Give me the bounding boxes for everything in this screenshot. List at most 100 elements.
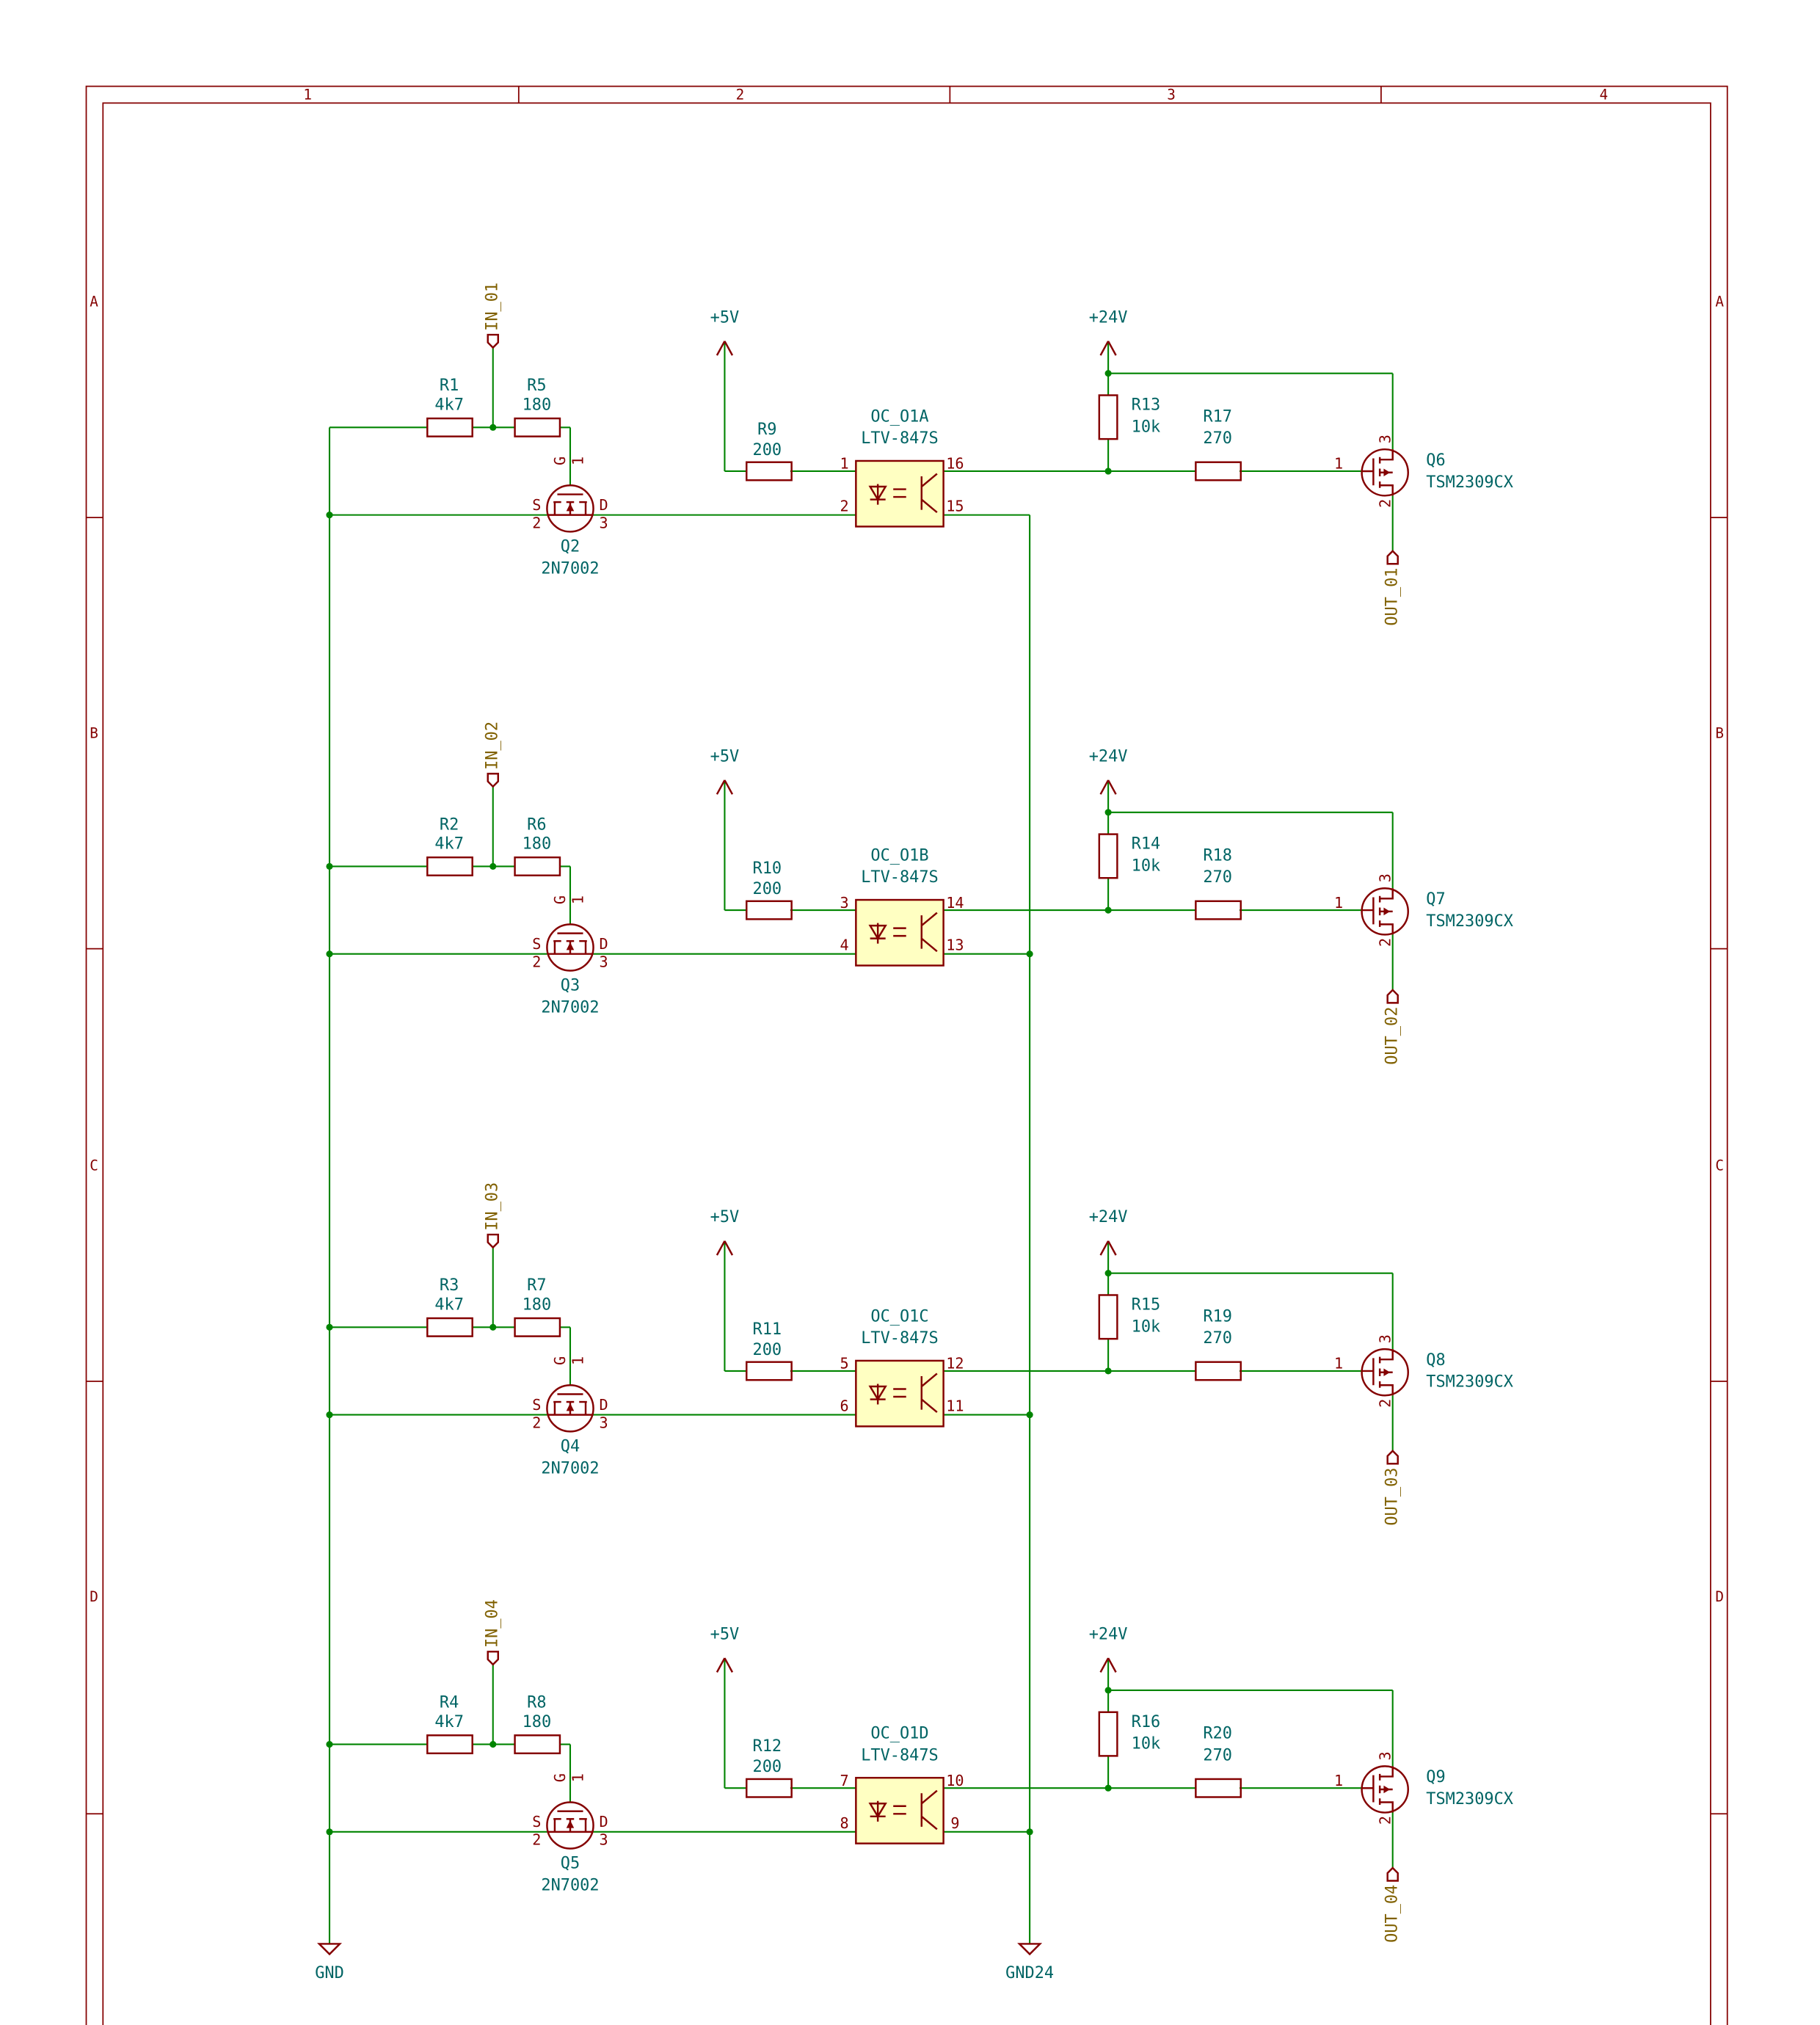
junction [326, 950, 333, 958]
junction [1104, 1367, 1112, 1375]
resistor [1098, 394, 1118, 440]
pin-number: 3 [1376, 1334, 1394, 1343]
ref: R8 [527, 1693, 546, 1712]
pin-number: 5 [840, 1355, 848, 1373]
arrow [566, 1820, 575, 1828]
power-arrow [1107, 779, 1117, 795]
pin-name: D [600, 1813, 608, 1831]
pin-number: 4 [840, 937, 848, 954]
value: 180 [523, 1713, 552, 1731]
ref: Q9 [1426, 1768, 1445, 1786]
pin-number: 13 [946, 937, 964, 954]
arrow [1383, 1368, 1391, 1376]
pin-name: S [532, 496, 541, 514]
value: LTV-847S [861, 429, 939, 448]
ref: OC_O1A [870, 407, 928, 426]
pin-number: 9 [950, 1814, 959, 1832]
value: LTV-847S [861, 1746, 939, 1764]
ref: Q2 [561, 537, 580, 556]
power-arrow [724, 1657, 734, 1673]
row-label: A [1715, 294, 1724, 310]
arrow [1383, 468, 1391, 477]
label-flag [487, 333, 499, 349]
pin-number: 2 [840, 498, 848, 515]
junction [1026, 1828, 1033, 1836]
led [868, 1800, 887, 1822]
transistor [920, 1789, 938, 1831]
ref: R2 [440, 815, 459, 834]
junction [326, 862, 333, 870]
label-flag [1386, 989, 1399, 1004]
resistor [426, 1317, 473, 1337]
resistor [514, 417, 561, 437]
output-label: OUT_01 [1383, 568, 1402, 626]
junction [489, 423, 497, 431]
pin-number: 2 [1376, 1399, 1394, 1408]
value: 200 [753, 441, 782, 459]
power-label: +5V [710, 308, 740, 327]
ref: R12 [753, 1737, 782, 1756]
input-label: IN_01 [484, 283, 502, 331]
pin-number: 10 [946, 1772, 964, 1789]
light-arrow [893, 927, 906, 937]
value: 200 [753, 1341, 782, 1359]
junction [326, 1741, 333, 1748]
pin-number: 3 [600, 953, 608, 970]
pin-name: S [532, 1396, 541, 1414]
value: 270 [1203, 1329, 1232, 1348]
optocoupler [855, 1359, 944, 1428]
ref: R4 [440, 1693, 459, 1712]
power-arrow [1107, 1657, 1117, 1673]
label-flag [487, 1233, 499, 1249]
power-arrow [1107, 1240, 1117, 1256]
resistor [514, 1734, 561, 1755]
ref: R1 [440, 377, 459, 395]
column-label: 1 [303, 86, 312, 103]
arrow [566, 942, 575, 950]
value: LTV-847S [861, 1329, 939, 1348]
row-label: A [90, 294, 98, 310]
value: TSM2309CX [1426, 1373, 1513, 1392]
row-label: C [1715, 1157, 1724, 1174]
value: TSM2309CX [1426, 912, 1513, 931]
power-arrow [724, 779, 734, 795]
power-label: +5V [710, 1626, 740, 1644]
column-label: 3 [1167, 86, 1176, 103]
mosfet [1361, 1765, 1409, 1814]
power-label: +24V [1089, 1208, 1128, 1226]
pin-number: 3 [840, 894, 848, 912]
junction [1104, 1687, 1112, 1694]
pin-number: 6 [840, 1397, 848, 1415]
value: 10k [1132, 1317, 1161, 1336]
column-label: 2 [736, 86, 745, 103]
pin-number: 8 [840, 1814, 848, 1832]
value: 2N7002 [541, 559, 599, 578]
pin-name: G [551, 895, 569, 904]
ref: Q6 [1426, 451, 1445, 470]
power-label: +24V [1089, 308, 1128, 327]
row-label: D [1715, 1588, 1724, 1605]
ref: Q8 [1426, 1351, 1445, 1370]
junction [1026, 1411, 1033, 1419]
input-label: IN_02 [484, 721, 502, 770]
ref: OC_O1C [870, 1307, 928, 1326]
ref: R17 [1203, 407, 1232, 426]
pin-name: D [600, 1396, 608, 1414]
value: 180 [523, 396, 552, 415]
row-label: B [90, 724, 98, 741]
power-label: +24V [1089, 747, 1128, 766]
pin-number: 16 [946, 455, 964, 473]
ref: R9 [757, 421, 776, 439]
power-arrow [716, 779, 726, 795]
frame-inner [102, 102, 1711, 2025]
value: 180 [523, 1296, 552, 1315]
value: 270 [1203, 868, 1232, 887]
ref: R15 [1132, 1296, 1161, 1315]
ground-label: GND [315, 1964, 344, 1982]
ref: R5 [527, 377, 546, 395]
power-arrow [716, 1240, 726, 1256]
pin-number: 2 [532, 1414, 541, 1431]
ground-symbol [1017, 1943, 1043, 1956]
ref: OC_O1B [870, 846, 928, 865]
optocoupler [855, 1776, 944, 1844]
